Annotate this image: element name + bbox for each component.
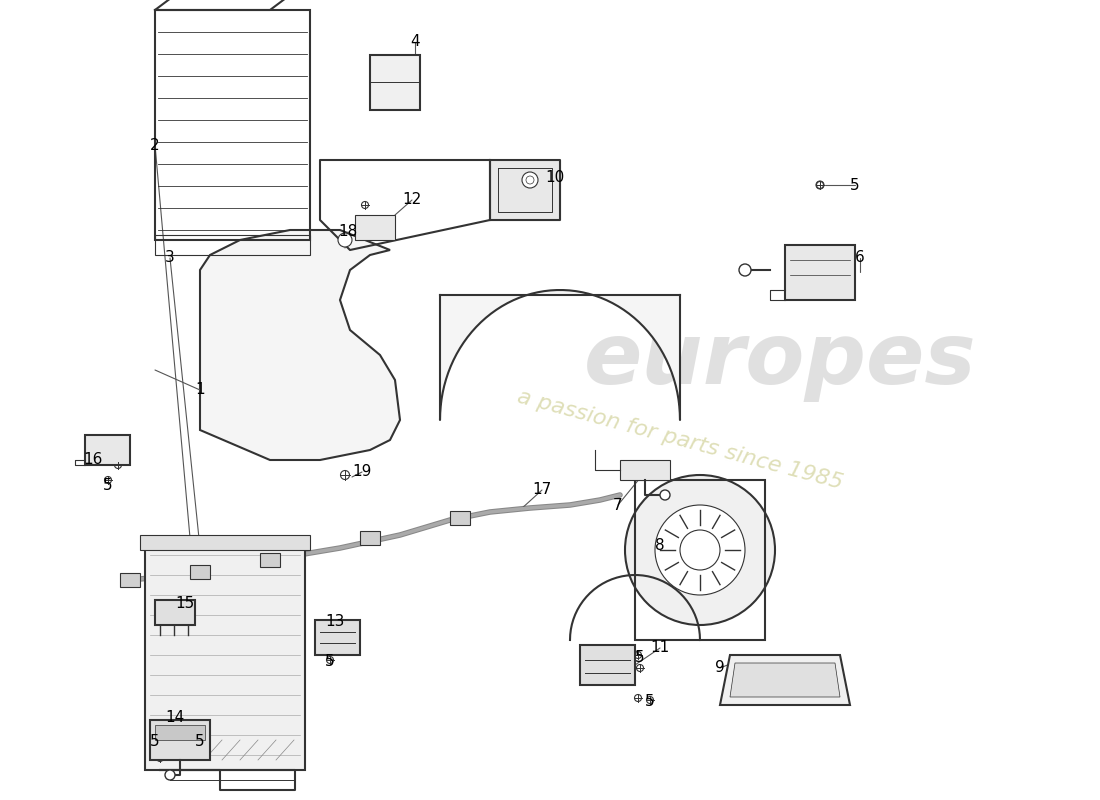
Text: 7: 7: [613, 498, 623, 513]
Text: 4: 4: [410, 34, 420, 50]
Text: 5: 5: [646, 694, 654, 710]
Polygon shape: [200, 230, 400, 460]
Polygon shape: [85, 435, 130, 465]
Text: 3: 3: [165, 250, 175, 266]
Circle shape: [647, 697, 653, 703]
Polygon shape: [370, 55, 420, 110]
Circle shape: [327, 657, 333, 663]
Circle shape: [522, 172, 538, 188]
Text: a passion for parts since 1985: a passion for parts since 1985: [515, 387, 845, 493]
Circle shape: [625, 475, 776, 625]
Text: 5: 5: [151, 734, 160, 750]
Polygon shape: [140, 535, 310, 550]
Polygon shape: [730, 663, 840, 697]
Polygon shape: [155, 600, 195, 625]
Polygon shape: [355, 215, 395, 240]
Polygon shape: [120, 573, 140, 587]
Polygon shape: [580, 645, 635, 685]
Circle shape: [152, 737, 158, 743]
Text: 16: 16: [84, 453, 102, 467]
Polygon shape: [450, 511, 470, 525]
Circle shape: [526, 176, 534, 184]
Circle shape: [197, 737, 204, 743]
Circle shape: [654, 505, 745, 595]
Text: 8: 8: [656, 538, 664, 553]
Text: 2: 2: [151, 138, 160, 153]
Polygon shape: [315, 620, 360, 655]
Text: 17: 17: [532, 482, 551, 498]
Circle shape: [816, 182, 824, 189]
Circle shape: [156, 754, 164, 762]
Text: 10: 10: [546, 170, 564, 186]
Text: 5: 5: [635, 650, 645, 666]
Text: 11: 11: [650, 641, 670, 655]
Text: 5: 5: [850, 178, 860, 193]
Circle shape: [739, 264, 751, 276]
Polygon shape: [440, 290, 680, 420]
Circle shape: [660, 490, 670, 500]
Circle shape: [341, 470, 350, 479]
Circle shape: [637, 665, 644, 671]
Polygon shape: [150, 720, 210, 760]
Circle shape: [816, 181, 824, 189]
Polygon shape: [260, 553, 280, 567]
Text: 6: 6: [855, 250, 865, 266]
Circle shape: [104, 477, 111, 483]
Polygon shape: [785, 245, 855, 300]
Text: 13: 13: [326, 614, 344, 630]
Polygon shape: [145, 540, 305, 770]
Circle shape: [362, 202, 369, 209]
Polygon shape: [620, 460, 670, 480]
Polygon shape: [490, 160, 560, 220]
Text: 18: 18: [339, 225, 358, 239]
Text: 15: 15: [175, 595, 195, 610]
Polygon shape: [360, 531, 379, 545]
Circle shape: [635, 694, 641, 702]
Text: 9: 9: [715, 661, 725, 675]
Text: 14: 14: [165, 710, 185, 726]
Polygon shape: [155, 725, 205, 740]
Text: 5: 5: [326, 654, 334, 670]
Circle shape: [635, 651, 641, 658]
Text: 5: 5: [103, 478, 113, 493]
Circle shape: [114, 462, 121, 469]
Polygon shape: [720, 655, 850, 705]
Text: 5: 5: [195, 734, 205, 750]
Circle shape: [165, 770, 175, 780]
Circle shape: [680, 530, 720, 570]
Polygon shape: [190, 565, 210, 579]
Circle shape: [338, 233, 352, 247]
Text: europes: europes: [584, 318, 977, 402]
Text: 1: 1: [195, 382, 205, 398]
Text: 12: 12: [403, 193, 421, 207]
Text: 19: 19: [352, 465, 372, 479]
